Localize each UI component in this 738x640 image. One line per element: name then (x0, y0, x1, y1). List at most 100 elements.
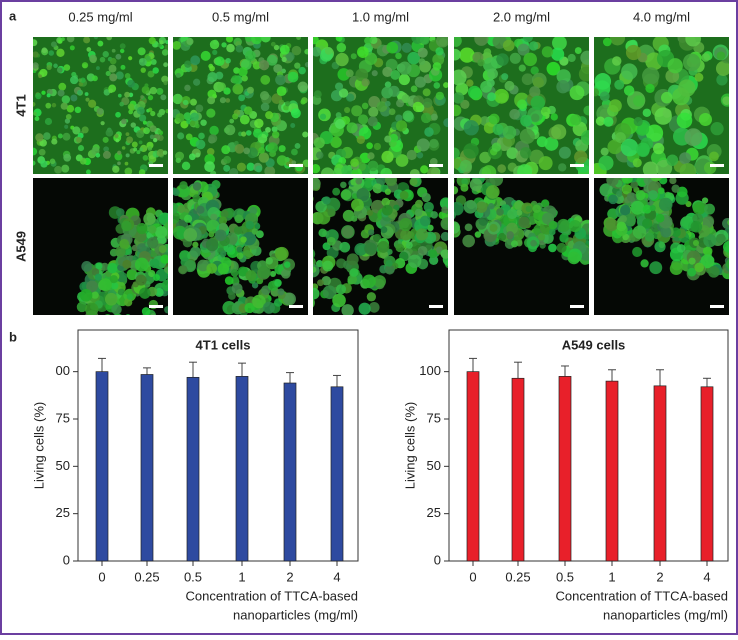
scale-bar (289, 305, 303, 308)
cell (346, 122, 358, 134)
cell (99, 56, 106, 63)
cell (134, 257, 149, 272)
y-tick-label: 50 (56, 458, 70, 473)
cell (722, 218, 729, 230)
micrograph (313, 178, 448, 315)
x-tick-label: 0.25 (134, 569, 159, 584)
cell (692, 201, 706, 215)
cell (251, 282, 259, 289)
cell (338, 88, 349, 98)
cell (115, 53, 122, 60)
cell (346, 253, 359, 266)
cell (405, 241, 413, 249)
cell (326, 236, 336, 246)
cell (419, 37, 430, 45)
cell (350, 158, 359, 168)
cell (429, 255, 439, 266)
x-tick-label: 1 (238, 569, 245, 584)
cell (679, 163, 697, 174)
cell (94, 273, 102, 281)
cell (294, 143, 301, 149)
cell (136, 150, 141, 155)
cell (384, 264, 395, 275)
cell (621, 178, 633, 185)
cell (492, 123, 504, 135)
cell (657, 187, 665, 195)
micrograph (454, 37, 589, 174)
cell (86, 47, 92, 52)
cell (116, 271, 128, 283)
cell (645, 124, 664, 142)
cell (112, 165, 120, 173)
cell (461, 178, 469, 185)
cell (63, 153, 72, 162)
y-axis-label: Living cells (%) (31, 402, 46, 489)
scale-bar (570, 164, 584, 167)
cell (408, 254, 422, 268)
cell (384, 100, 391, 107)
cell (559, 233, 569, 243)
cell (632, 246, 643, 257)
micrograph (33, 178, 168, 315)
cell (616, 221, 627, 232)
cell (266, 54, 278, 66)
cell (322, 196, 331, 205)
cell (415, 228, 429, 241)
cell (156, 87, 164, 95)
cell (313, 266, 317, 273)
cell (125, 314, 131, 315)
cell (33, 39, 38, 47)
cell (704, 203, 715, 215)
x-tick-label: 1 (608, 569, 615, 584)
cell (190, 98, 197, 106)
cell (682, 53, 701, 72)
cell (351, 215, 358, 222)
cell (183, 112, 192, 121)
cell (368, 229, 375, 236)
x-tick-label: 2 (656, 569, 663, 584)
cell (147, 70, 155, 78)
cell (209, 125, 219, 136)
cell (418, 58, 426, 65)
cell (388, 108, 396, 116)
chart-title: 4T1 cells (196, 337, 251, 352)
cell (454, 221, 460, 234)
cell (507, 208, 518, 220)
cell (273, 64, 283, 74)
x-axis-label: nanoparticles (mg/ml) (233, 607, 358, 622)
cell (454, 158, 462, 169)
cell (109, 275, 118, 284)
cell (139, 147, 144, 152)
cell (384, 81, 392, 88)
cell (66, 37, 75, 43)
cell (238, 94, 246, 102)
cell (163, 62, 168, 68)
cell (304, 48, 308, 55)
cell (290, 123, 296, 129)
cell (614, 79, 625, 90)
cell (633, 95, 645, 107)
scale-bar (149, 164, 163, 167)
cell (231, 275, 239, 283)
cell (109, 73, 118, 82)
x-tick-label: 0.5 (556, 569, 574, 584)
cell (260, 37, 271, 43)
cell (181, 161, 191, 171)
cell (131, 141, 138, 148)
cell (70, 94, 78, 102)
cell (157, 112, 163, 118)
cell (294, 62, 301, 69)
cell (246, 162, 255, 172)
cell (233, 85, 243, 95)
cell (103, 89, 111, 96)
cell (335, 284, 347, 295)
cell (97, 40, 104, 47)
cell (700, 254, 715, 269)
cell (228, 292, 236, 300)
cell (454, 178, 455, 179)
cell (687, 267, 697, 277)
cell (46, 93, 51, 98)
cell (136, 223, 148, 235)
cell (125, 132, 130, 137)
cell (632, 225, 647, 239)
